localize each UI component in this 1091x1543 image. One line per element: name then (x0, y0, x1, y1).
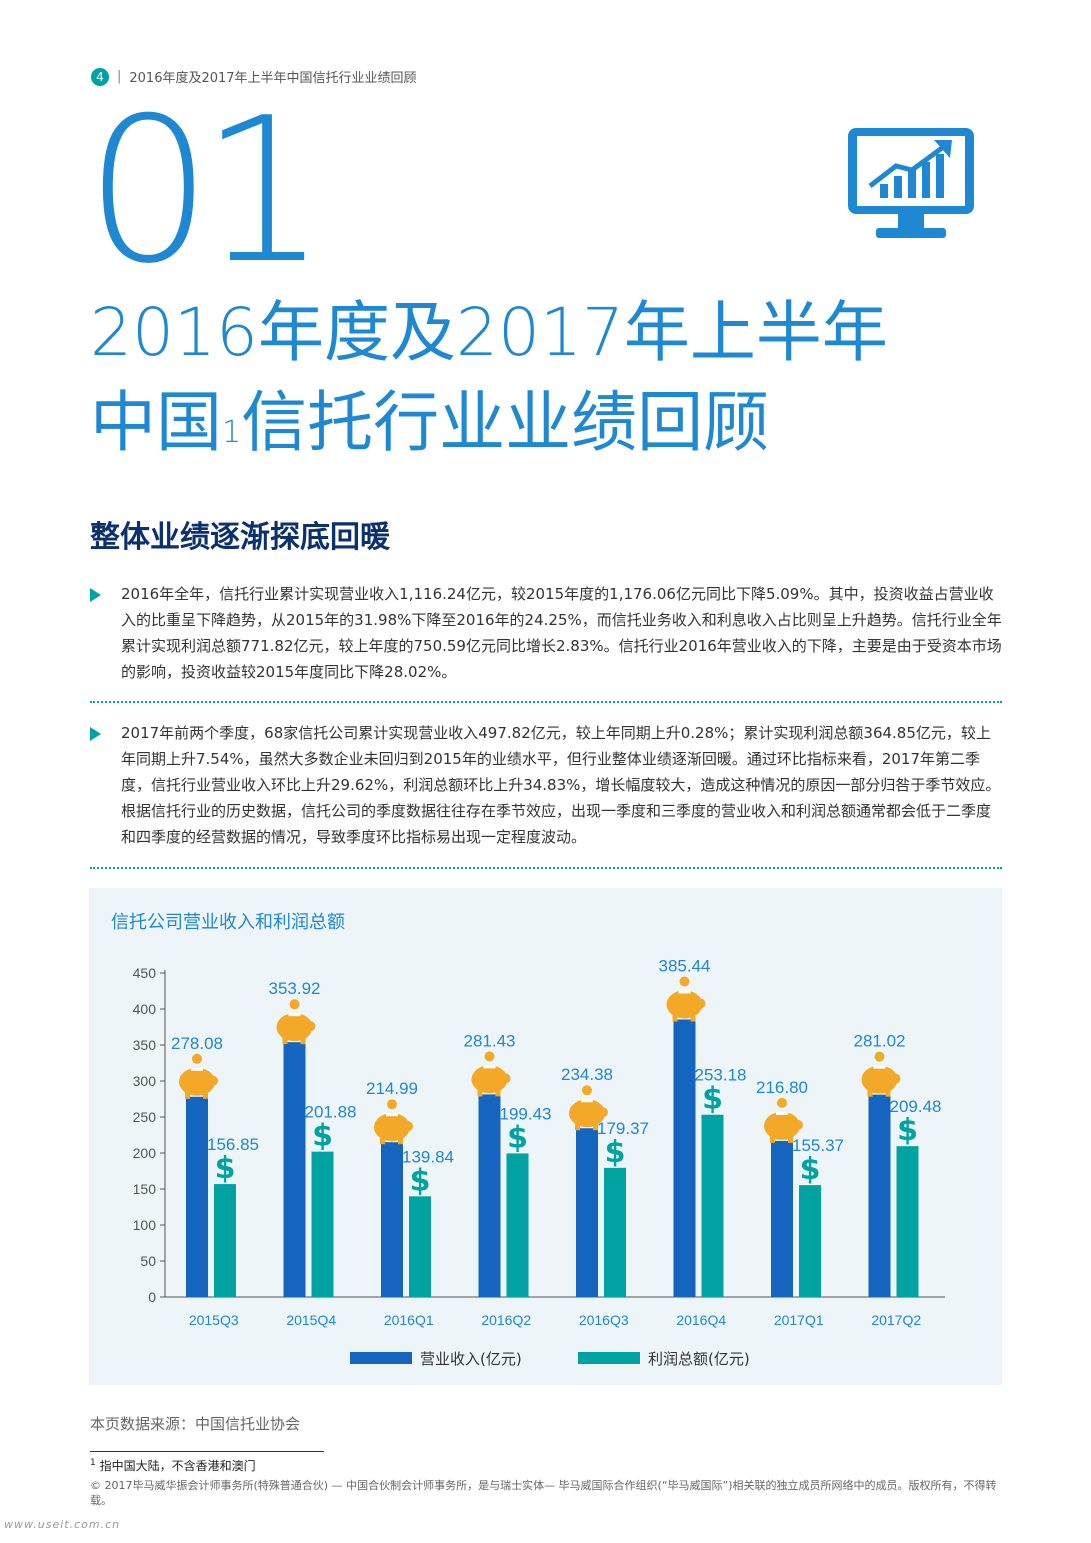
data-source: 本页数据来源：中国信托业协会 (90, 1415, 301, 1433)
chapter-title-line1: 2016年度及2017年上半年 (90, 294, 888, 371)
paragraph-1: 2016年全年，信托行业累计实现营业收入1,116.24亿元，较2015年度的1… (90, 581, 1002, 685)
running-header: 4 | 2016年度及2017年上半年中国信托行业业绩回顾 (91, 67, 417, 86)
chapter-title-line2: 中国1信托行业业绩回顾 (90, 384, 770, 461)
dotted-divider (90, 867, 1002, 869)
page-number: 4 (91, 67, 109, 86)
chapter-number: 01 (85, 75, 327, 308)
chart-panel (89, 888, 1002, 1385)
bullet-triangle-icon (90, 588, 101, 602)
dotted-divider (90, 701, 1002, 703)
monitor-chart-icon (848, 128, 974, 238)
chart-title: 信托公司营业收入和利润总额 (111, 912, 345, 933)
section-heading: 整体业绩逐渐探底回暖 (90, 520, 390, 555)
paragraph-2: 2017年前两个季度，68家信托公司累计实现营业收入497.82亿元，较上年同期… (90, 720, 1002, 850)
footnote-divider (90, 1451, 324, 1452)
bullet-triangle-icon (90, 727, 101, 741)
footnote: 1 指中国大陆，不含香港和澳门 (90, 1458, 256, 1473)
paragraph-text: 2016年全年，信托行业累计实现营业收入1,116.24亿元，较2015年度的1… (121, 585, 1002, 681)
copyright-notice: © 2017毕马威华振会计师事务所(特殊普通合伙) — 中国合伙制会计师事务所，… (90, 1479, 997, 1507)
watermark: www.useit.com.cn (4, 1518, 121, 1531)
header-separator: | (117, 69, 122, 84)
running-title: 2016年度及2017年上半年中国信托行业业绩回顾 (129, 71, 417, 86)
paragraph-text: 2017年前两个季度，68家信托公司累计实现营业收入497.82亿元，较上年同期… (121, 724, 1001, 846)
footnote-ref: 1 (222, 415, 242, 450)
chapter-title: 2016年度及2017年上半年 中国1信托行业业绩回顾 (90, 288, 888, 468)
